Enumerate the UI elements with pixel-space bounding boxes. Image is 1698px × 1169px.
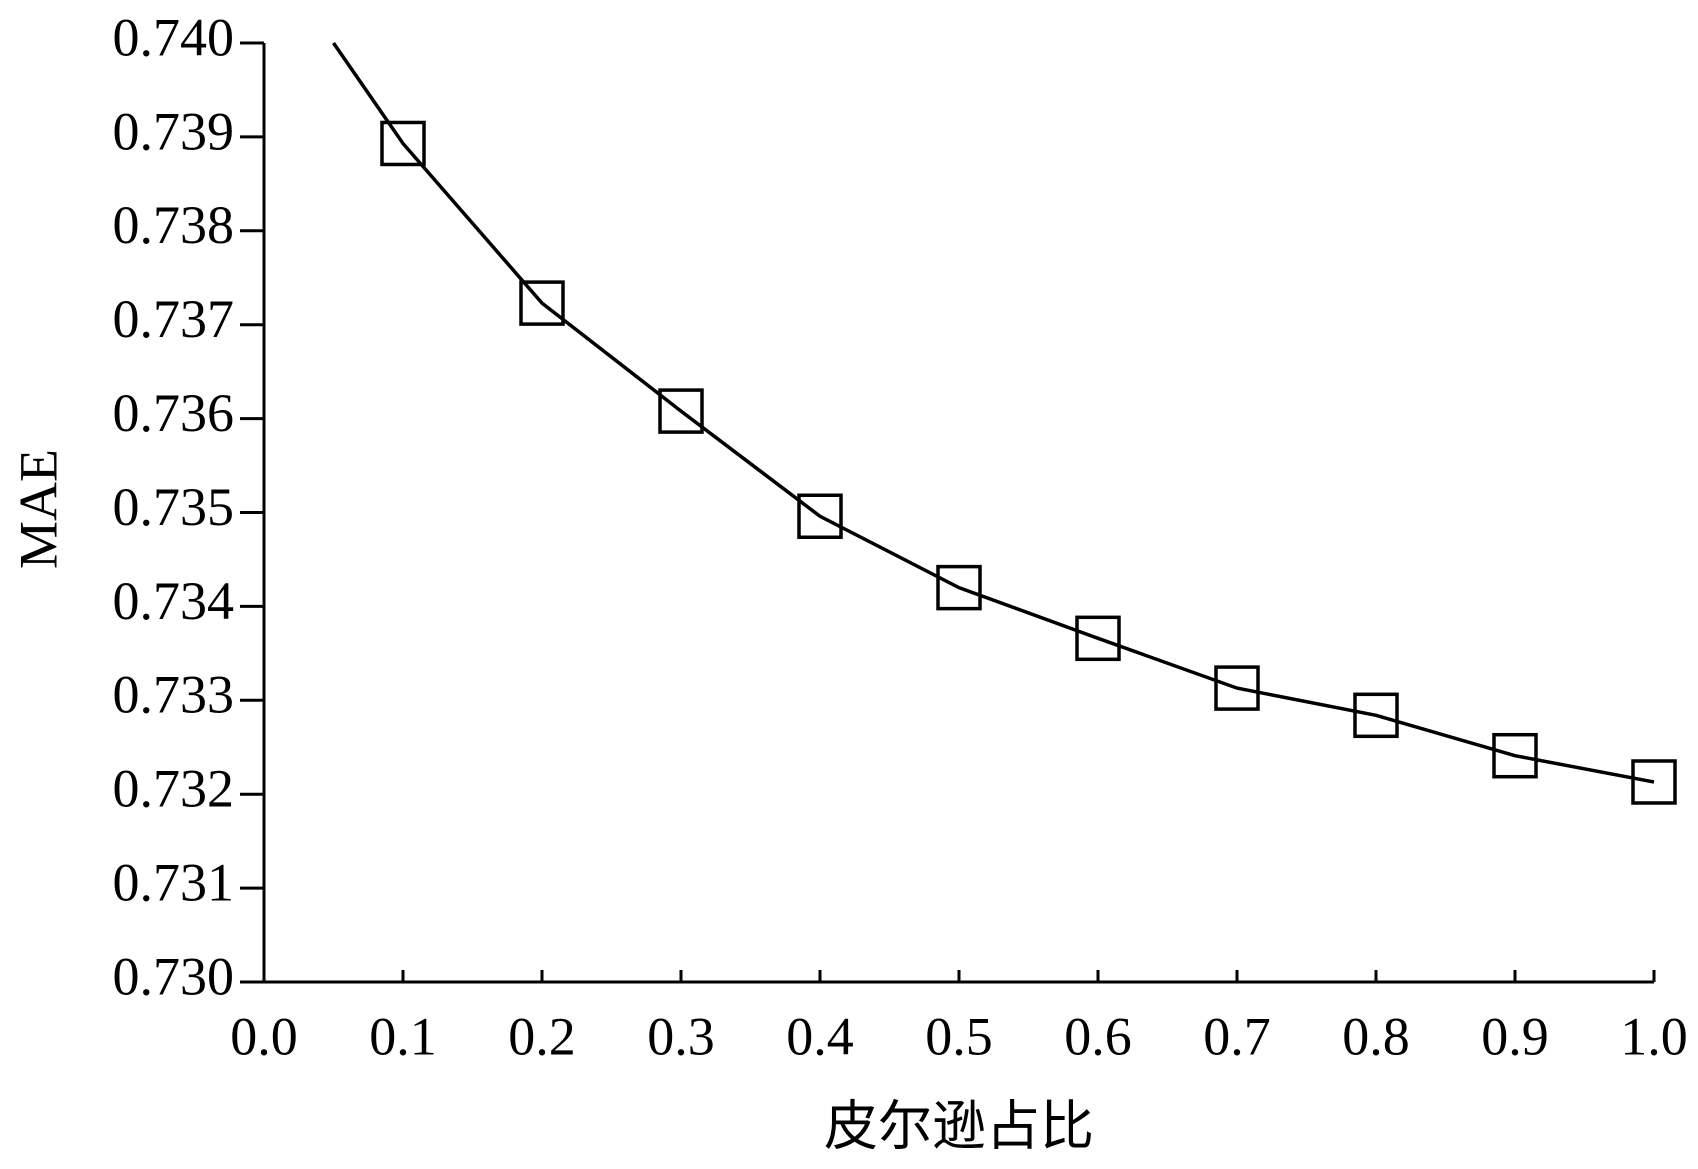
x-axis-title: 皮尔逊占比 [824,1096,1094,1156]
y-tick-label: 0.737 [113,289,235,349]
x-tick-label: 0.8 [1342,1006,1410,1066]
y-tick-label: 0.733 [113,665,235,725]
x-tick-label: 0.3 [647,1006,715,1066]
x-tick-label: 0.0 [230,1006,298,1066]
marker [380,120,426,167]
x-tick-label: 0.5 [925,1006,993,1066]
y-tick-label: 0.738 [113,195,235,255]
x-tick-label: 0.9 [1481,1006,1549,1066]
marker [1492,732,1538,779]
x-tick-label: 0.1 [369,1006,437,1066]
x-tick-label: 0.7 [1203,1006,1271,1066]
series-line [332,42,1655,784]
x-tick-label: 1.0 [1620,1006,1688,1066]
y-tick-label: 0.735 [113,477,235,537]
y-tick-label: 0.739 [113,101,235,161]
marker [658,388,704,434]
y-tick-label: 0.736 [113,383,235,443]
y-tick-label: 0.730 [113,946,235,1006]
marker [936,564,982,611]
x-tick-label: 0.6 [1064,1006,1132,1066]
y-tick-label: 0.732 [113,759,235,819]
y-axis-title: MAE [8,449,68,569]
marker [519,280,565,326]
y-tick-label: 0.740 [113,7,235,67]
marker [797,493,843,540]
y-tick-label: 0.734 [113,571,235,631]
marker [1214,665,1260,711]
x-tick-label: 0.4 [786,1006,854,1066]
marker [1353,692,1399,739]
y-tick-label: 0.731 [113,852,235,912]
marker [1631,759,1677,805]
marker [1075,615,1121,662]
x-tick-label: 0.2 [508,1006,576,1066]
